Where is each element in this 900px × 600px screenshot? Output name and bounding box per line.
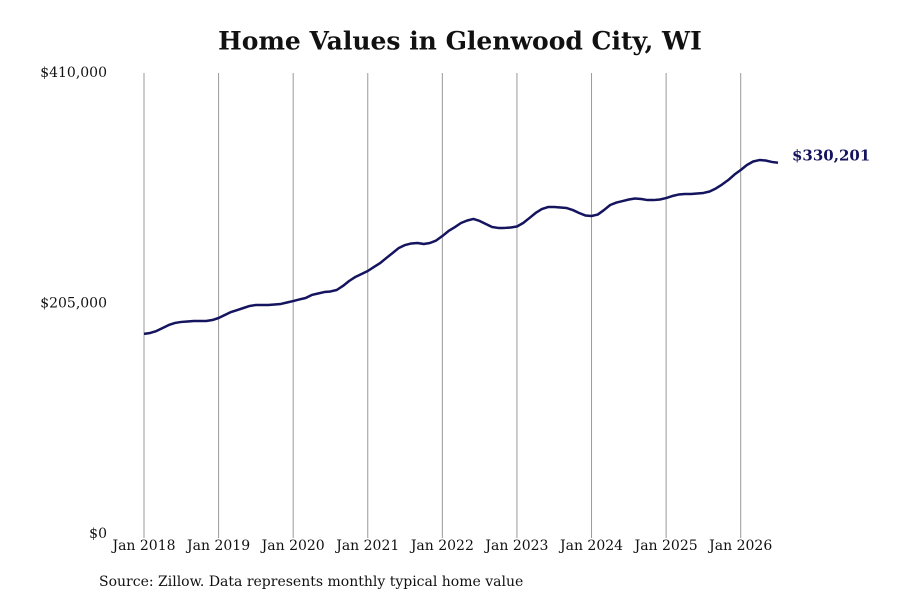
y-tick-label: $410,000 bbox=[40, 65, 107, 81]
x-tick-label: Jan 2018 bbox=[110, 538, 175, 554]
x-tick-label: Jan 2019 bbox=[185, 538, 250, 554]
x-tick-label: Jan 2026 bbox=[707, 538, 772, 554]
x-tick-label: Jan 2024 bbox=[558, 538, 623, 554]
source-note: Source: Zillow. Data represents monthly … bbox=[99, 574, 523, 590]
chart-title: Home Values in Glenwood City, WI bbox=[218, 27, 702, 56]
y-tick-label: $205,000 bbox=[40, 296, 107, 312]
x-tick-label: Jan 2023 bbox=[483, 538, 548, 554]
y-tick-label: $0 bbox=[89, 526, 107, 542]
line bbox=[143, 158, 779, 336]
x-tick-label: Jan 2021 bbox=[334, 538, 399, 554]
x-tick-label: Jan 2025 bbox=[633, 538, 698, 554]
end-value-label: $330,201 bbox=[792, 147, 870, 165]
x-tick-label: Jan 2022 bbox=[409, 538, 474, 554]
x-tick-label: Jan 2020 bbox=[260, 538, 325, 554]
